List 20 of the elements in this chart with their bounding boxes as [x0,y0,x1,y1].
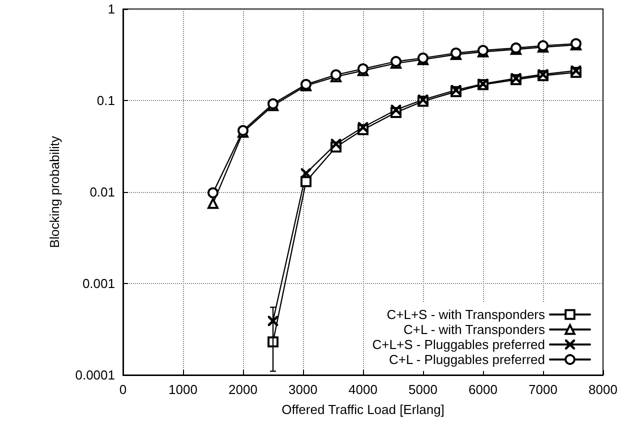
y-tick-label: 0.0001 [75,368,115,382]
legend-label: C+L+S - with Transponders [386,307,546,322]
y-tick-label: 0.1 [96,93,115,108]
x-tick-label: 2000 [228,382,258,397]
x-tick-label: 5000 [408,382,438,397]
legend-label: C+L+S - Pluggables preferred [372,337,545,352]
x-axis-title: Offered Traffic Load [Erlang] [282,402,444,417]
legend-label: C+L - with Transponders [403,322,546,337]
x-tick-label: 7000 [528,382,558,397]
x-tick-label: 1000 [168,382,198,397]
x-tick-label: 4000 [348,382,378,397]
y-tick-label: 0.001 [82,276,115,291]
x-tick-label: 6000 [468,382,498,397]
y-tick-label: 0.01 [90,184,115,200]
y-axis-title: Blocking probability [47,136,62,248]
x-tick-label: 8000 [588,382,618,397]
y-tick-label: 1 [108,2,115,16]
legend-label: C+L - Pluggables preferred [389,352,545,367]
x-tick-label: 3000 [288,382,318,397]
x-tick-label: 0 [119,382,127,397]
